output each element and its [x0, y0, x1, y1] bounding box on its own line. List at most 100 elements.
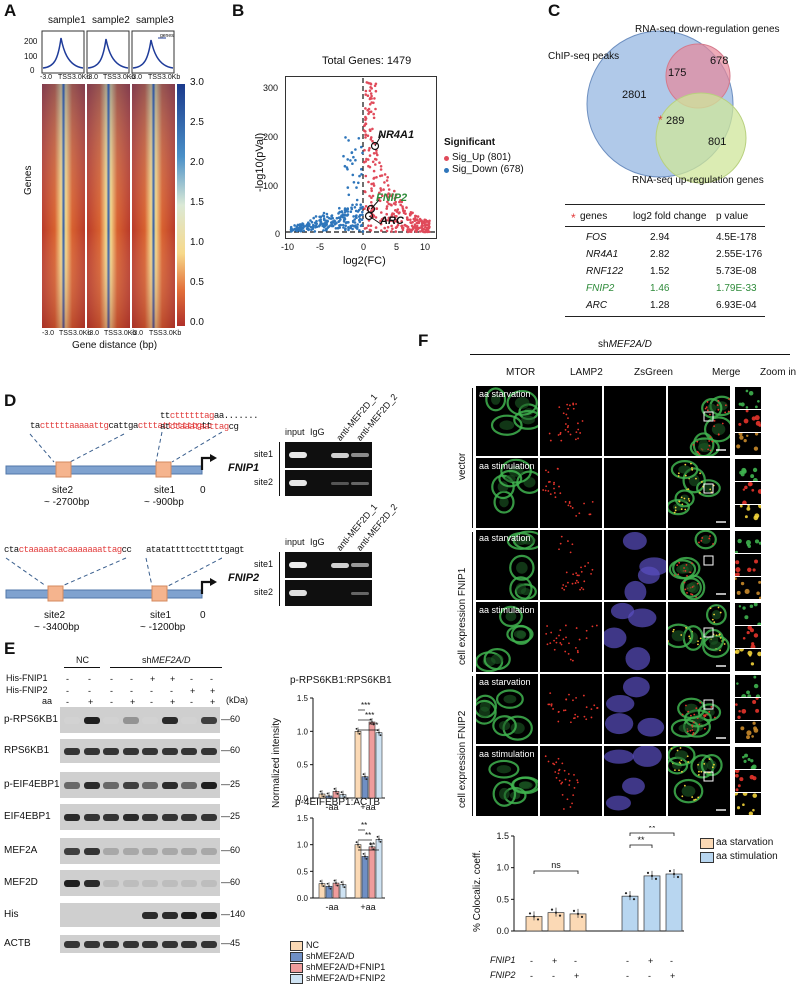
volcano-point-down [358, 229, 361, 232]
lysosome-dot [550, 704, 553, 707]
zoom-dot [742, 606, 746, 610]
zoom-dot [746, 690, 750, 695]
volcano-point-up [424, 230, 427, 234]
volcano-point-up [380, 211, 383, 214]
fbar-point [572, 909, 576, 912]
lysosome-dot [687, 488, 690, 490]
volcano-point-down [360, 173, 363, 176]
f-col-merge: Merge [712, 367, 741, 378]
lysosome-dot [559, 492, 562, 495]
table-cell-p: 5.73E-08 [716, 266, 757, 277]
lysosome-dot [700, 539, 703, 542]
zsgreen-cell [625, 647, 651, 671]
lysosome-dot [567, 652, 570, 655]
zoom-dot [749, 774, 755, 780]
volcano-point-down [299, 226, 303, 229]
lysosome-dot [568, 779, 571, 782]
lysosome-dot [583, 715, 586, 718]
lysosome-dot [576, 715, 579, 718]
cell-body [679, 563, 693, 574]
micrograph-image [668, 530, 726, 600]
table-cell-p: 4.5E-178 [716, 232, 757, 243]
zoom-dot [753, 446, 759, 451]
cell-body [503, 694, 517, 704]
lysosome-dot [549, 439, 552, 442]
condition-mark: - [150, 697, 153, 707]
blot-band [122, 880, 139, 887]
cell-body [523, 476, 536, 488]
cell-outline [701, 398, 723, 419]
micrograph-image [622, 531, 666, 600]
lysosome-dot [683, 784, 686, 787]
cell-body [671, 630, 686, 642]
cell-body [504, 474, 516, 483]
cell-body [681, 785, 696, 797]
volcano-point-up [364, 174, 368, 178]
volcano-point-up [380, 174, 384, 177]
ebar-group-label: +aa [360, 902, 375, 912]
volcano-point-up [368, 110, 371, 114]
volcano-point-down [344, 221, 348, 225]
lysosome-dot [584, 565, 586, 568]
zoom-dot [748, 811, 754, 815]
lysosome-dot [674, 509, 677, 512]
lysosome-dot [546, 625, 548, 627]
volcano-point-up [399, 199, 402, 202]
volcano-point-up [393, 197, 397, 200]
blot-band [142, 814, 158, 821]
fbar-sig-bracket-2 [629, 832, 675, 836]
lysosome-dot [684, 463, 687, 466]
zoom-dot [740, 402, 745, 407]
lysosome-dot [566, 798, 569, 801]
ebar-point [326, 792, 329, 795]
volcano-point-up [385, 179, 389, 182]
volcano-point-up [374, 216, 378, 219]
table-cell-gene: FNIP2 [586, 283, 615, 294]
lysosome-dot [709, 488, 712, 491]
fbar-tick-label: 0.0 [496, 926, 509, 936]
blot-strip [60, 772, 220, 798]
zsgreen-cell [639, 557, 666, 576]
lysosome-dot [577, 581, 580, 584]
condition-mark: - [210, 674, 213, 684]
micrograph-image [558, 535, 594, 591]
lysosome-dot [549, 493, 552, 496]
volcano-point-down [358, 218, 361, 222]
lysosome-dot [548, 703, 551, 706]
volcano-point-down [323, 222, 327, 225]
volcano-point-down [349, 159, 352, 162]
cell-body [478, 706, 491, 718]
lysosome-dot [583, 580, 586, 583]
volcano-point-down [359, 224, 363, 228]
lysosome-dot [575, 572, 578, 575]
ebar-point [321, 882, 323, 885]
venn-value-chip-only: 2801 [622, 89, 647, 101]
sample1-label: sample1 [48, 15, 86, 26]
micrograph-image [545, 624, 598, 662]
gene-label-arc: ARC [380, 215, 404, 227]
ebar-legend-label: NC [306, 940, 319, 950]
gel2-row-site1: site1 [254, 559, 274, 569]
lysosome-dot [714, 716, 716, 719]
zoom-dot [750, 759, 754, 763]
zoom-dot [747, 482, 753, 487]
volcano-point-down [361, 230, 365, 233]
volcano-point-up [387, 192, 390, 195]
fnip1-site2-sequence: tactttttaaaaattgcattgactttatttttttgtt [30, 421, 212, 431]
lysosome-dot [670, 747, 673, 750]
table-cell-gene: RNF122 [586, 266, 624, 277]
condition-mark: + [210, 697, 216, 707]
zoom-dot [743, 439, 747, 443]
volcano-point-up [396, 208, 400, 211]
colorbar-tick-1.0: 1.0 [190, 237, 204, 248]
blot-band [161, 880, 178, 887]
table-header-rule [565, 226, 765, 227]
fnip1-site1-position: ~ -900bp [144, 497, 184, 508]
ebar-point [364, 855, 366, 858]
volcano-point-up [406, 228, 410, 231]
volcano-point-up [381, 194, 384, 197]
cell-body [497, 481, 509, 493]
fnip1-site1-sequence-1: ttcttttttagaa....... [160, 411, 259, 421]
lysosome-dot [698, 453, 701, 455]
condition-mark: + [170, 697, 176, 707]
